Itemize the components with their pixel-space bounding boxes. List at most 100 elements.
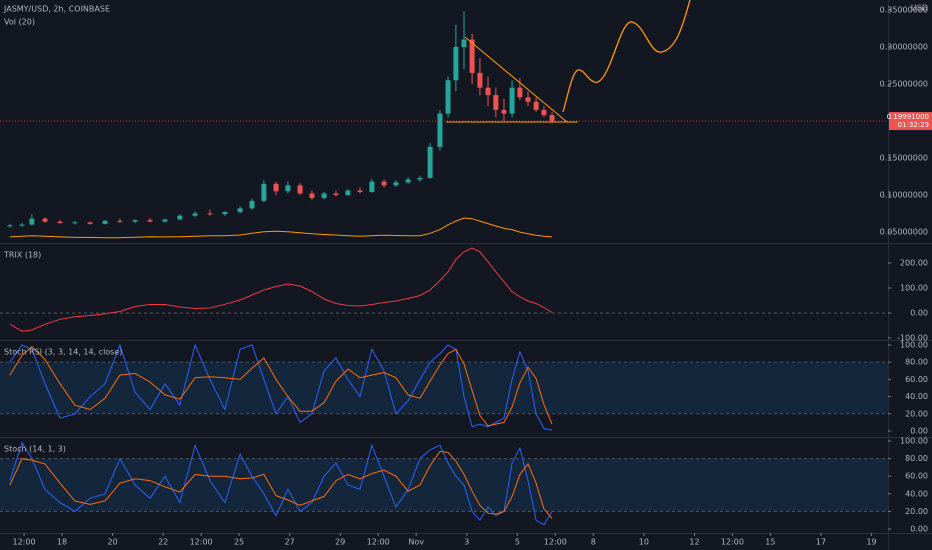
candle-body [117,220,123,222]
candle-body [29,218,35,225]
candle-body [417,177,423,180]
x-tick-label: 8 [591,538,596,547]
candle-body [87,222,93,224]
candle-body [533,101,539,110]
candle-body [477,72,483,88]
x-tick-label: 15 [765,538,775,547]
candle-body [405,179,411,183]
candle-body [445,80,451,114]
indicator-line [9,247,553,332]
x-tick-label: 17 [816,538,826,547]
y-tick-label: 0.25000000 [880,79,928,88]
y-tick-label: 0.30000000 [880,42,928,51]
candle-body [273,183,279,192]
y-tick-label: 0.00 [910,426,928,435]
candle-body [147,220,153,222]
x-tick-label: 12 [689,538,699,547]
candle-body [549,115,555,121]
countdown-label: 01:32:29 [898,121,929,129]
candle-body [517,87,523,98]
candle-body [525,97,531,102]
symbol-title: JASMY/USD, 2h, COINBASE [3,5,110,14]
y-tick-label: 60.00 [905,375,928,384]
y-tick-label: 40.00 [905,392,928,401]
x-tick-label: 5 [515,538,520,547]
candle-body [437,113,443,147]
x-tick-label: 25 [234,538,244,547]
x-tick-label: 12:00 [721,538,744,547]
volume-ma-line [9,217,553,239]
candle-body [469,39,475,73]
candle-body [309,193,315,198]
x-tick-label: 29 [335,538,345,547]
indicator-line [9,346,553,427]
candle-body [42,218,48,222]
y-tick-label: 0.10000000 [880,190,928,199]
candle-body [7,225,13,227]
candle-body [381,181,387,186]
candle-body [501,109,507,114]
indicator-title: Stoch RSI (3, 3, 14, 14, close) [4,348,122,357]
candle-body [345,190,351,195]
x-tick-label: 12:00 [190,538,213,547]
candle-body [453,46,459,81]
y-tick-label: 0.15000000 [880,153,928,162]
candle-body [541,109,547,116]
candle-body [222,211,228,215]
y-tick-label: 100.00 [900,284,928,293]
y-tick-label: 200.00 [900,259,928,268]
candle-body [493,95,499,110]
trend-line [464,36,568,123]
candle-body [237,208,243,212]
y-tick-label: 80.00 [905,358,928,367]
candle-body [261,183,267,201]
candle-body [162,219,168,222]
candle-body [102,220,108,224]
candle-body [393,182,399,186]
x-tick-label: 19 [866,538,876,547]
indicator-line [9,441,553,526]
candle-body [509,87,515,114]
x-tick-label: 12:00 [544,538,567,547]
y-tick-label: 20.00 [905,409,928,418]
y-tick-label: 0.00 [910,525,928,534]
candle-body [369,181,375,193]
candle-body [333,193,339,195]
indicator-line [9,450,553,519]
y-tick-label: 0.00 [910,309,928,318]
candle-body [19,224,25,226]
y-tick-label: 0.35000000 [880,5,928,14]
x-tick-label: 12:00 [13,538,36,547]
indicator-title: Stoch (14, 1, 3) [4,445,66,454]
candle-body [249,200,255,209]
y-tick-label: 0.05000000 [880,227,928,236]
candle-body [427,146,433,178]
x-tick-label: 27 [285,538,295,547]
y-tick-label: 100.00 [900,340,928,349]
x-tick-label: 12:00 [367,538,390,547]
y-tick-label: 60.00 [905,472,928,481]
x-tick-label: 10 [639,538,649,547]
candle-body [485,87,491,96]
volume-legend: Vol (20) [4,18,35,27]
candle-body [177,215,183,220]
band-fill [0,458,888,512]
last-price-label: 0.19991000 [887,113,929,121]
user-drawings [446,0,691,123]
candle-body [461,39,467,47]
candle-body [72,222,78,224]
x-tick-label: 18 [57,538,67,547]
y-tick-label: 20.00 [905,507,928,516]
projection-path [562,0,691,113]
candle-body [285,185,291,192]
last-price-box [889,112,932,131]
y-tick-label: 100.00 [900,436,928,445]
candle-body [132,220,138,222]
x-tick-label: Nov [408,538,424,547]
y-tick-label: 40.00 [905,489,928,498]
candle-body [297,185,303,194]
x-tick-label: 3 [464,538,469,547]
candle-body [357,190,363,193]
y-tick-label: 80.00 [905,454,928,463]
